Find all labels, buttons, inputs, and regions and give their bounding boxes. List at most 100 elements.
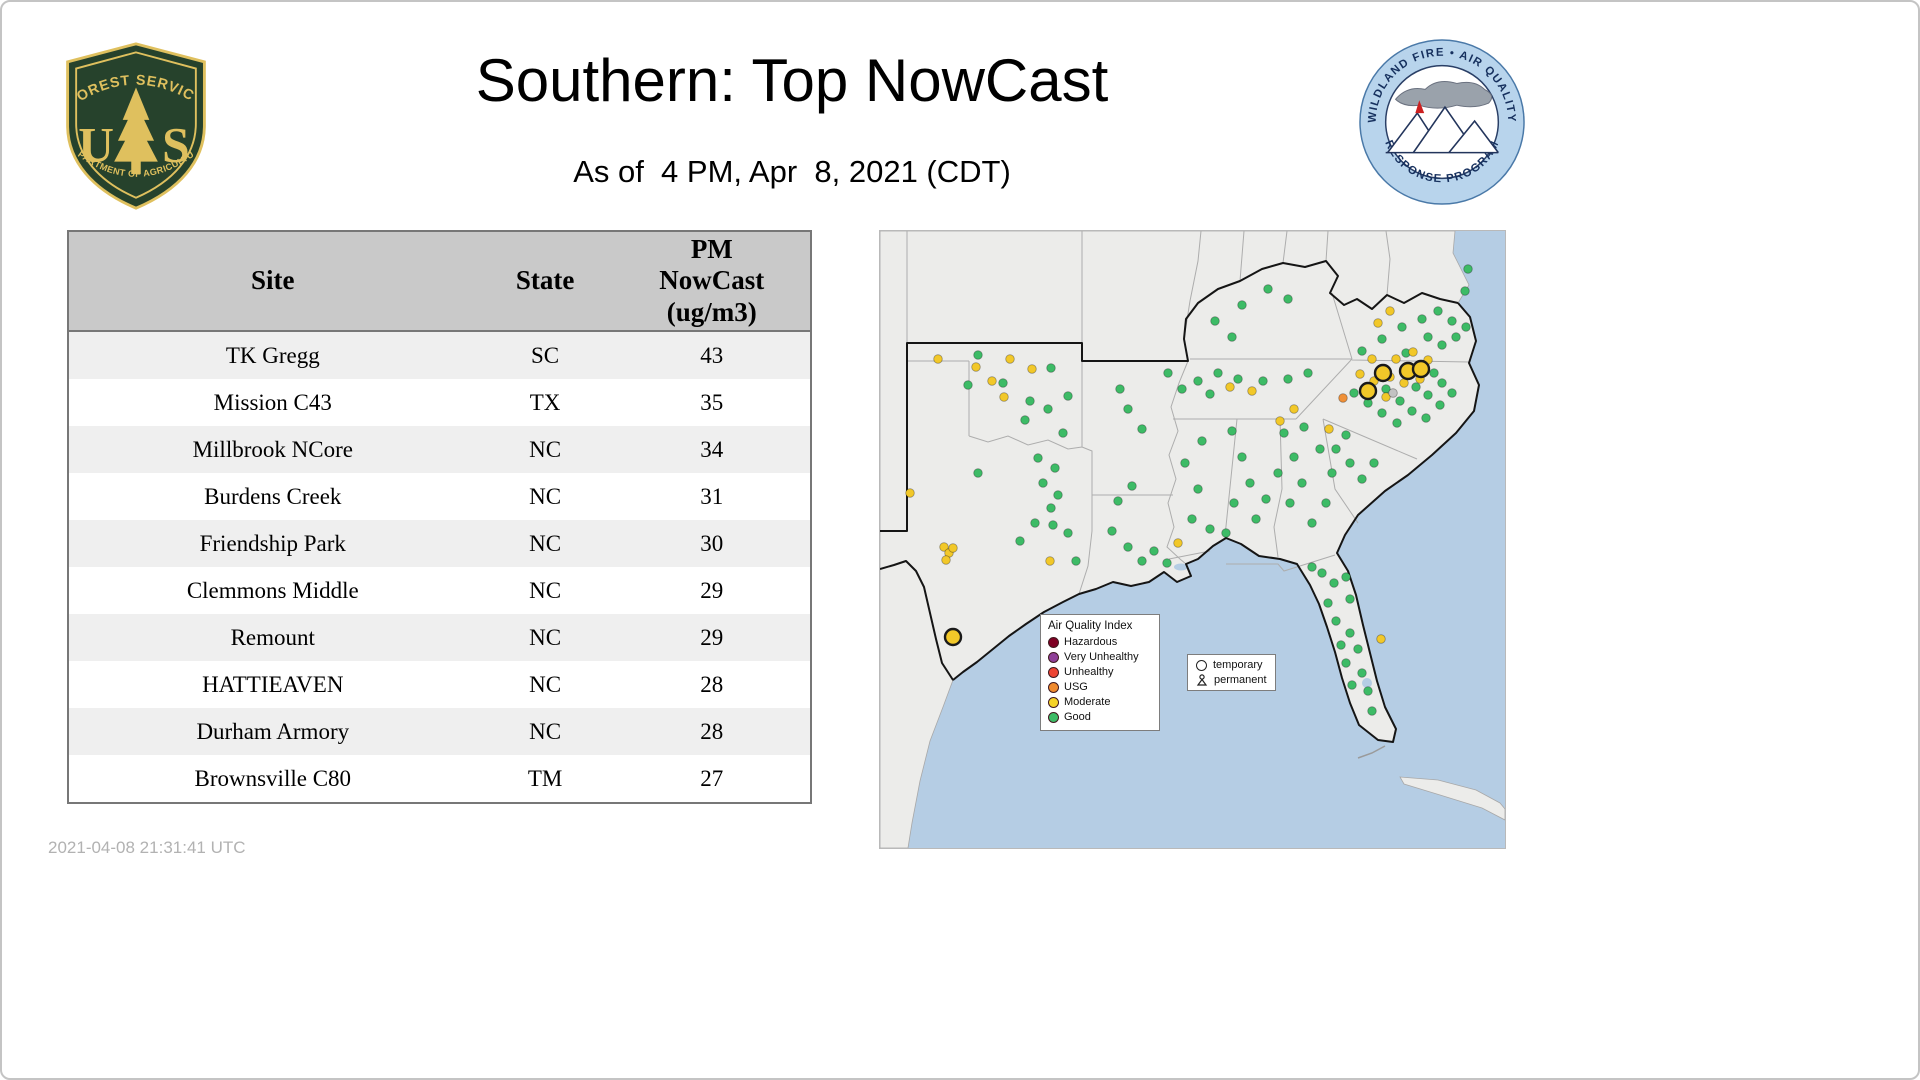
map-dot xyxy=(1451,332,1461,342)
table-row: Remount NC 29 xyxy=(69,614,810,661)
map-dot xyxy=(1408,347,1418,357)
aqi-legend-item: Very Unhealthy xyxy=(1048,651,1152,663)
map-dot xyxy=(1162,558,1172,568)
map-dot xyxy=(1193,484,1203,494)
map-dot xyxy=(933,354,943,364)
permanent-legend-item: permanent xyxy=(1196,674,1267,686)
table-cell: 34 xyxy=(700,436,724,462)
map-dot xyxy=(1283,294,1293,304)
map-dot xyxy=(1423,390,1433,400)
table-cell: TK Gregg xyxy=(225,342,320,368)
map-dot xyxy=(1367,706,1377,716)
map-dot xyxy=(1063,391,1073,401)
table-cell: SC xyxy=(531,342,560,368)
monitor-dots-layer xyxy=(905,264,1473,716)
table-cell: Brownsville C80 xyxy=(194,765,352,791)
map-dot xyxy=(1307,518,1317,528)
map-dot xyxy=(1447,388,1457,398)
aqi-color-swatch xyxy=(1048,666,1059,678)
map-dot xyxy=(1417,314,1427,324)
cuba-island xyxy=(1399,776,1505,821)
map-dot xyxy=(1210,316,1220,326)
map-dot xyxy=(1421,413,1431,423)
table-cell: NC xyxy=(529,530,562,556)
map-dot xyxy=(905,488,915,498)
table-cell: HATTIEAVEN xyxy=(202,671,344,697)
aqi-legend-item: Moderate xyxy=(1048,696,1152,708)
map-dot xyxy=(1391,354,1401,364)
map-dot xyxy=(1033,453,1043,463)
map-dot xyxy=(939,542,949,552)
temporary-site-icon xyxy=(1196,659,1207,671)
map-dot xyxy=(1137,424,1147,434)
map-dot xyxy=(1461,322,1471,332)
map-dot xyxy=(1327,468,1337,478)
map-dot xyxy=(1071,556,1081,566)
permanent-site-icon xyxy=(1196,674,1208,686)
map-dot xyxy=(1025,396,1035,406)
aqi-legend-label: Good xyxy=(1064,711,1091,723)
map-dot xyxy=(1225,382,1235,392)
aqi-color-swatch xyxy=(1048,651,1059,663)
map-dot xyxy=(971,362,981,372)
table-cell: Remount xyxy=(230,624,315,650)
aqi-legend-label: USG xyxy=(1064,681,1088,693)
table-cell: Burdens Creek xyxy=(204,483,342,509)
map-dot xyxy=(1177,384,1187,394)
generated-timestamp: 2021-04-08 21:31:41 UTC xyxy=(48,838,246,857)
map-dot xyxy=(1245,478,1255,488)
map-dot xyxy=(1149,546,1159,556)
map-dot xyxy=(1258,376,1268,386)
map-dot xyxy=(1046,363,1056,373)
map-dot xyxy=(1273,468,1283,478)
map-dot xyxy=(1385,306,1395,316)
map-dot xyxy=(1237,300,1247,310)
flame-icon xyxy=(1415,100,1425,114)
mountains-icon xyxy=(1385,81,1499,154)
nowcast-table-body: TK Gregg SC 43 Mission C43 TX 35 Millbrook NCo… xyxy=(69,332,810,802)
map-dot xyxy=(1395,396,1405,406)
map-dot xyxy=(1347,680,1357,690)
table-cell: 31 xyxy=(700,483,724,509)
map-dot xyxy=(1303,368,1313,378)
map-dot xyxy=(1123,404,1133,414)
table-row: HATTIEAVEN NC 28 xyxy=(69,661,810,708)
map-dot xyxy=(1315,444,1325,454)
map-dot xyxy=(1137,556,1147,566)
table-cell: 28 xyxy=(700,671,724,697)
temporary-label: temporary xyxy=(1213,659,1263,671)
map-dot xyxy=(1341,430,1351,440)
map-dot xyxy=(1027,364,1037,374)
map-dot xyxy=(1433,306,1443,316)
map-dot xyxy=(1043,404,1053,414)
map-dot xyxy=(1053,490,1063,500)
map-dot-temporary xyxy=(1373,363,1393,383)
map-dot xyxy=(1392,418,1402,428)
map-dot xyxy=(1221,528,1231,538)
table-cell: 30 xyxy=(700,530,724,556)
map-dot xyxy=(1205,524,1215,534)
aqi-legend-label: Very Unhealthy xyxy=(1064,651,1139,663)
map-dot xyxy=(1388,388,1398,398)
map-dot xyxy=(1227,426,1237,436)
map-dot xyxy=(948,543,958,553)
map-dot xyxy=(998,378,1008,388)
map-dot xyxy=(1437,340,1447,350)
southern-region-outline xyxy=(880,260,1480,743)
map-dot xyxy=(1367,354,1377,364)
map-dot xyxy=(1283,374,1293,384)
table-row: TK Gregg SC 43 xyxy=(69,332,810,379)
map-dot xyxy=(1369,458,1379,468)
map-dot xyxy=(1048,520,1058,530)
map-dot xyxy=(1341,572,1351,582)
map-dot xyxy=(1307,562,1317,572)
aqi-legend-item: Good xyxy=(1048,711,1152,723)
map-dot xyxy=(1173,538,1183,548)
column-header-state: State xyxy=(515,265,575,296)
table-row: Durham Armory NC 28 xyxy=(69,708,810,755)
map-dot xyxy=(1050,463,1060,473)
forest-service-logo: FOREST SERVICE U S DEPARTMENT OF AGRICUL… xyxy=(60,36,206,210)
map-dot xyxy=(1429,368,1439,378)
map-dot xyxy=(1015,536,1025,546)
table-cell: NC xyxy=(529,436,562,462)
